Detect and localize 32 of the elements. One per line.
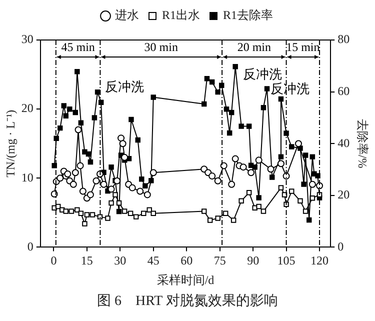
y2-tick-label: 20: [338, 188, 350, 202]
y-axis-title: TN/(mg · L⁻¹): [3, 110, 18, 178]
legend-label: R1去除率: [223, 8, 274, 22]
legend-label: R1出水: [162, 8, 200, 22]
y2-axis-title: 去除率/%: [356, 118, 370, 168]
x-tick-label: 75: [214, 254, 226, 268]
x-tick-label: 15: [80, 254, 93, 268]
y2-tick-label: 0: [338, 239, 344, 254]
legend-label: 进水: [114, 8, 139, 22]
annotation: 反冲洗: [105, 79, 144, 94]
x-tick-label: 30: [114, 254, 126, 268]
y-tick-label: 0: [27, 239, 34, 254]
y2-tick-label: 60: [338, 84, 350, 98]
annotation: 15 min: [286, 40, 320, 54]
x-axis-title: 采样时间/d: [156, 272, 214, 287]
x-tick-label: 0: [50, 254, 57, 268]
x-tick-label: 60: [180, 254, 193, 268]
annotation: 30 min: [144, 40, 178, 54]
y2-tick-label: 80: [338, 32, 350, 46]
x-tick-label: 90: [247, 254, 260, 268]
y-tick-label: 30: [21, 32, 34, 46]
annotation: 反冲洗: [270, 81, 310, 96]
x-tick-label: 120: [310, 254, 329, 268]
y2-tick-label: 40: [338, 136, 350, 150]
annotation: 反冲洗: [242, 66, 282, 82]
y-tick-label: 10: [21, 170, 34, 184]
annotation: 20 min: [237, 40, 272, 54]
x-tick-label: 45: [147, 254, 160, 268]
y-tick-label: 20: [21, 101, 34, 116]
annotation: 45 min: [61, 40, 95, 54]
x-tick-label: 105: [277, 254, 296, 268]
text: 图 6 HRT 对脱氮效果的影响: [96, 292, 279, 310]
